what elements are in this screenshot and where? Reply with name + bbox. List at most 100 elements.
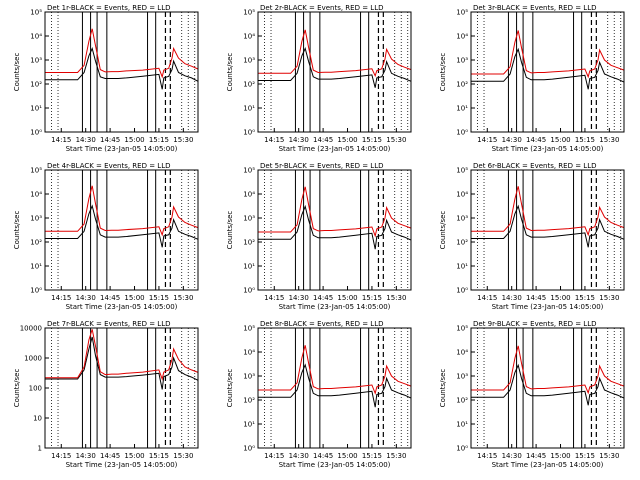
y-tick-label: 100 bbox=[29, 385, 42, 393]
x-tick-label: 15:00 bbox=[550, 294, 570, 302]
plot-frame bbox=[470, 11, 625, 133]
x-tick-label: 15:30 bbox=[386, 294, 406, 302]
y-tick-label: 10⁵ bbox=[30, 9, 42, 17]
y-axis-label: Counts/sec bbox=[439, 53, 447, 92]
x-tick-label: 14:30 bbox=[76, 294, 96, 302]
x-tick-label: 14:30 bbox=[289, 136, 309, 144]
x-tick-label: 15:00 bbox=[550, 452, 570, 460]
x-tick-label: 15:30 bbox=[599, 136, 619, 144]
y-tick-label: 10¹ bbox=[243, 263, 255, 271]
y-tick-label: 10³ bbox=[456, 373, 468, 381]
y-tick-label: 10³ bbox=[243, 373, 255, 381]
y-tick-label: 10¹ bbox=[456, 105, 468, 113]
x-tick-label: 15:00 bbox=[124, 294, 144, 302]
series-events-line bbox=[45, 47, 199, 90]
x-axis-label: Start Time (23-Jan-05 14:05:00) bbox=[66, 145, 178, 153]
x-tick-label: 14:15 bbox=[264, 136, 284, 144]
series-events-line bbox=[471, 363, 625, 406]
y-tick-label: 10² bbox=[243, 81, 255, 89]
panel-1: Det 1r-BLACK = Events, RED = LLD 10⁰ 10¹ 10… bbox=[13, 4, 199, 153]
y-tick-label: 10² bbox=[30, 81, 42, 89]
panel-title: Det 4r-BLACK = Events, RED = LLD bbox=[47, 162, 170, 170]
panel-title: Det 8r-BLACK = Events, RED = LLD bbox=[260, 320, 383, 328]
plot-frame bbox=[257, 169, 412, 291]
x-tick-label: 15:30 bbox=[173, 294, 193, 302]
x-tick-label: 14:15 bbox=[264, 294, 284, 302]
y-tick-label: 1000 bbox=[24, 355, 42, 363]
x-tick-label: 14:15 bbox=[477, 136, 497, 144]
plot-frame bbox=[44, 327, 199, 449]
panel-7: Det 7r-BLACK = Events, RED = LLD 1 10 100 10… bbox=[13, 320, 199, 469]
panel-4: Det 4r-BLACK = Events, RED = LLD 10⁰ 10¹ 10… bbox=[13, 162, 199, 311]
x-tick-label: 15:30 bbox=[386, 136, 406, 144]
y-tick-label: 10³ bbox=[243, 57, 255, 65]
y-tick-label: 10⁵ bbox=[456, 167, 468, 175]
series-events-line bbox=[258, 47, 412, 88]
y-tick-label: 10⁵ bbox=[243, 325, 255, 333]
y-tick-label: 10⁵ bbox=[456, 9, 468, 17]
y-tick-label: 10¹ bbox=[30, 105, 42, 113]
panel-6: Det 6r-BLACK = Events, RED = LLD 10⁰ 10¹ 10… bbox=[439, 162, 625, 311]
panel-3: Det 3r-BLACK = Events, RED = LLD 10⁰ 10¹ 10… bbox=[439, 4, 625, 153]
y-tick-label: 10⁰ bbox=[456, 287, 468, 295]
x-tick-label: 15:15 bbox=[149, 294, 169, 302]
y-tick-label: 10² bbox=[456, 397, 468, 405]
x-axis-label: Start Time (23-Jan-05 14:05:00) bbox=[492, 303, 604, 311]
plot-frame bbox=[470, 169, 625, 291]
panel-title: Det 3r-BLACK = Events, RED = LLD bbox=[473, 4, 596, 12]
y-tick-label: 10⁴ bbox=[456, 191, 468, 199]
y-tick-label: 10¹ bbox=[456, 421, 468, 429]
x-tick-label: 15:00 bbox=[337, 294, 357, 302]
x-axis-label: Start Time (23-Jan-05 14:05:00) bbox=[279, 145, 391, 153]
x-tick-label: 14:45 bbox=[100, 136, 120, 144]
x-axis-label: Start Time (23-Jan-05 14:05:00) bbox=[279, 461, 391, 469]
x-tick-label: 15:15 bbox=[575, 136, 595, 144]
y-axis-label: Counts/sec bbox=[13, 53, 21, 92]
y-tick-label: 10000 bbox=[20, 325, 42, 333]
y-tick-label: 10³ bbox=[30, 57, 42, 65]
x-tick-label: 14:45 bbox=[526, 452, 546, 460]
y-tick-label: 10¹ bbox=[456, 263, 468, 271]
plot-frame bbox=[470, 327, 625, 449]
y-axis-label: Counts/sec bbox=[226, 369, 234, 408]
y-axis-label: Counts/sec bbox=[13, 211, 21, 250]
series-events-line bbox=[258, 363, 412, 408]
x-tick-label: 14:15 bbox=[51, 452, 71, 460]
x-tick-label: 15:00 bbox=[124, 136, 144, 144]
series-lld-line bbox=[258, 345, 412, 395]
y-axis-label: Counts/sec bbox=[13, 369, 21, 408]
y-tick-label: 10² bbox=[243, 239, 255, 247]
y-axis-label: Counts/sec bbox=[439, 369, 447, 408]
series-events-line bbox=[471, 47, 625, 90]
x-axis-label: Start Time (23-Jan-05 14:05:00) bbox=[66, 461, 178, 469]
x-tick-label: 15:15 bbox=[575, 294, 595, 302]
x-tick-label: 15:30 bbox=[599, 294, 619, 302]
plot-frame bbox=[257, 11, 412, 133]
series-events-line bbox=[258, 204, 412, 250]
x-tick-label: 15:15 bbox=[362, 136, 382, 144]
y-axis-label: Counts/sec bbox=[226, 211, 234, 250]
y-tick-label: 10⁰ bbox=[243, 445, 255, 453]
panel-title: Det 7r-BLACK = Events, RED = LLD bbox=[47, 320, 170, 328]
x-tick-label: 14:15 bbox=[477, 294, 497, 302]
panel-5: Det 5r-BLACK = Events, RED = LLD 10⁰ 10¹ 10… bbox=[226, 162, 412, 311]
series-lld-line bbox=[45, 28, 199, 79]
panel-title: Det 6r-BLACK = Events, RED = LLD bbox=[473, 162, 596, 170]
x-tick-label: 15:15 bbox=[575, 452, 595, 460]
x-axis-label: Start Time (23-Jan-05 14:05:00) bbox=[66, 303, 178, 311]
x-tick-label: 14:30 bbox=[502, 294, 522, 302]
y-tick-label: 10⁵ bbox=[243, 167, 255, 175]
x-tick-label: 15:30 bbox=[173, 136, 193, 144]
y-tick-label: 10¹ bbox=[30, 263, 42, 271]
y-tick-label: 10³ bbox=[243, 215, 255, 223]
x-tick-label: 15:00 bbox=[550, 136, 570, 144]
x-tick-label: 14:45 bbox=[313, 452, 333, 460]
y-tick-label: 10² bbox=[456, 81, 468, 89]
plot-frame bbox=[257, 327, 412, 449]
panel-title: Det 9r-BLACK = Events, RED = LLD bbox=[473, 320, 596, 328]
series-lld-line bbox=[471, 345, 625, 395]
y-tick-label: 10² bbox=[30, 239, 42, 247]
series-events-line bbox=[45, 336, 199, 390]
x-tick-label: 15:30 bbox=[173, 452, 193, 460]
